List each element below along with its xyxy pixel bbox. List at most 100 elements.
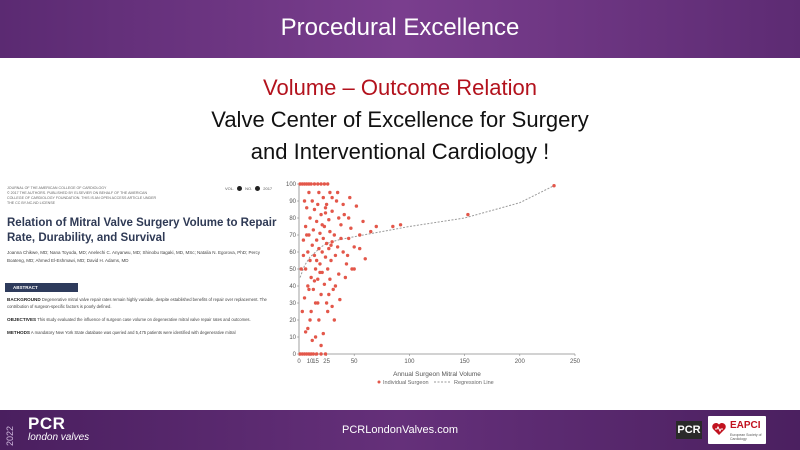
footer-url[interactable]: PCRLondonValves.com [342, 424, 458, 436]
y-tick-label: 20 [289, 318, 296, 324]
journal-line: JOURNAL OF THE AMERICAN COLLEGE OF CARDI… [7, 186, 107, 190]
x-tick-label: 100 [404, 359, 415, 365]
footer-bar: 2022 PCR london valves PCRLondonValves.c… [0, 410, 800, 450]
data-point [333, 253, 338, 258]
data-point [339, 236, 343, 241]
legend-label-regression: Regression Line [454, 380, 494, 386]
data-point [299, 267, 303, 271]
data-point [308, 258, 312, 263]
data-point [319, 343, 323, 348]
brand-pcr: PCR [28, 414, 66, 433]
data-point [346, 216, 351, 220]
data-point [326, 267, 330, 271]
data-point [306, 250, 310, 254]
background-label: BACKGROUND [7, 297, 41, 302]
data-point [303, 330, 308, 334]
journal-line: © 2017 THE AUTHORS. PUBLISHED BY ELSEVIE… [7, 191, 148, 195]
data-point [330, 304, 334, 309]
subtitle-line-2: Valve Center of Excellence for Surgery [211, 107, 589, 132]
data-point [342, 212, 346, 217]
pcr-badge-logo: PCR [676, 421, 702, 439]
data-point [334, 199, 339, 203]
data-point [307, 287, 311, 292]
vol-label: VOL. [225, 186, 235, 191]
data-point [322, 182, 327, 186]
data-point [330, 209, 334, 213]
y-tick-label: 50 [289, 267, 296, 273]
data-point [466, 212, 470, 217]
data-point [316, 182, 320, 186]
x-tick-label: 25 [323, 359, 330, 365]
data-point [327, 218, 331, 222]
x-tick-label: 200 [515, 359, 526, 365]
data-point [312, 279, 317, 283]
data-point [310, 243, 314, 247]
data-point [317, 246, 321, 251]
x-tick-label: 50 [351, 359, 358, 365]
data-point [348, 195, 352, 200]
data-point [303, 267, 308, 271]
data-point [324, 202, 329, 207]
x-tick-label: 150 [460, 359, 471, 365]
data-point [333, 284, 338, 288]
data-point [310, 338, 314, 343]
data-point [319, 182, 323, 186]
data-point [314, 352, 319, 356]
data-point [332, 318, 337, 322]
objectives-label: OBJECTIVES [7, 317, 37, 322]
data-point [369, 229, 373, 234]
data-point [332, 233, 337, 237]
regression-line [299, 185, 555, 278]
data-point [316, 277, 320, 281]
data-point [338, 297, 342, 302]
data-point [319, 212, 323, 217]
dot-icon [255, 186, 261, 192]
eapci-text: EAPCI [730, 420, 761, 431]
data-point [324, 301, 329, 305]
data-point [305, 206, 309, 210]
abstract-label: ABSTRACT [5, 283, 78, 292]
data-point [302, 296, 307, 300]
data-point [363, 257, 367, 261]
data-point [352, 267, 356, 271]
x-axis-label: Annual Surgeon Mitral Volume [393, 371, 481, 378]
data-point [335, 245, 340, 249]
data-point [341, 202, 345, 207]
data-point [337, 272, 341, 276]
y-tick-label: 30 [289, 301, 296, 307]
data-point [319, 292, 323, 297]
methods-label: METHODS [7, 330, 30, 335]
y-tick-label: 100 [286, 182, 297, 188]
data-point [335, 190, 340, 195]
journal-line: THE CC BY-NC-ND LICENSE [7, 201, 55, 205]
data-point [398, 223, 403, 227]
brand-sub: london valves [28, 432, 90, 443]
data-point [326, 309, 330, 314]
slide-title: Procedural Excellence [280, 14, 520, 41]
data-point [345, 253, 350, 258]
background-text: Degenerative mitral valve repair rates r… [7, 297, 267, 309]
data-point [308, 318, 312, 322]
data-point [309, 309, 313, 314]
data-point [341, 250, 345, 254]
data-point [337, 216, 341, 220]
y-tick-label: 0 [293, 352, 297, 358]
journal-line: COLLEGE OF CARDIOLOGY FOUNDATION. THIS I… [7, 196, 157, 200]
data-point [307, 190, 311, 195]
data-point [312, 182, 317, 186]
data-point [552, 184, 556, 188]
data-point [312, 253, 317, 258]
data-point [314, 238, 319, 242]
data-point [326, 182, 330, 186]
data-point [301, 253, 306, 258]
heart-icon [712, 423, 726, 435]
methods-text: A mandatory New York State database was … [30, 330, 236, 335]
data-point [306, 326, 310, 331]
data-point [327, 246, 331, 251]
data-point [313, 335, 318, 339]
legend-label-points: Individual Surgeon [383, 380, 429, 386]
data-point [349, 226, 353, 230]
x-tick-label: 15 [312, 359, 319, 365]
paper-excerpt: JOURNAL OF THE AMERICAN COLLEGE OF CARDI… [5, 183, 283, 365]
